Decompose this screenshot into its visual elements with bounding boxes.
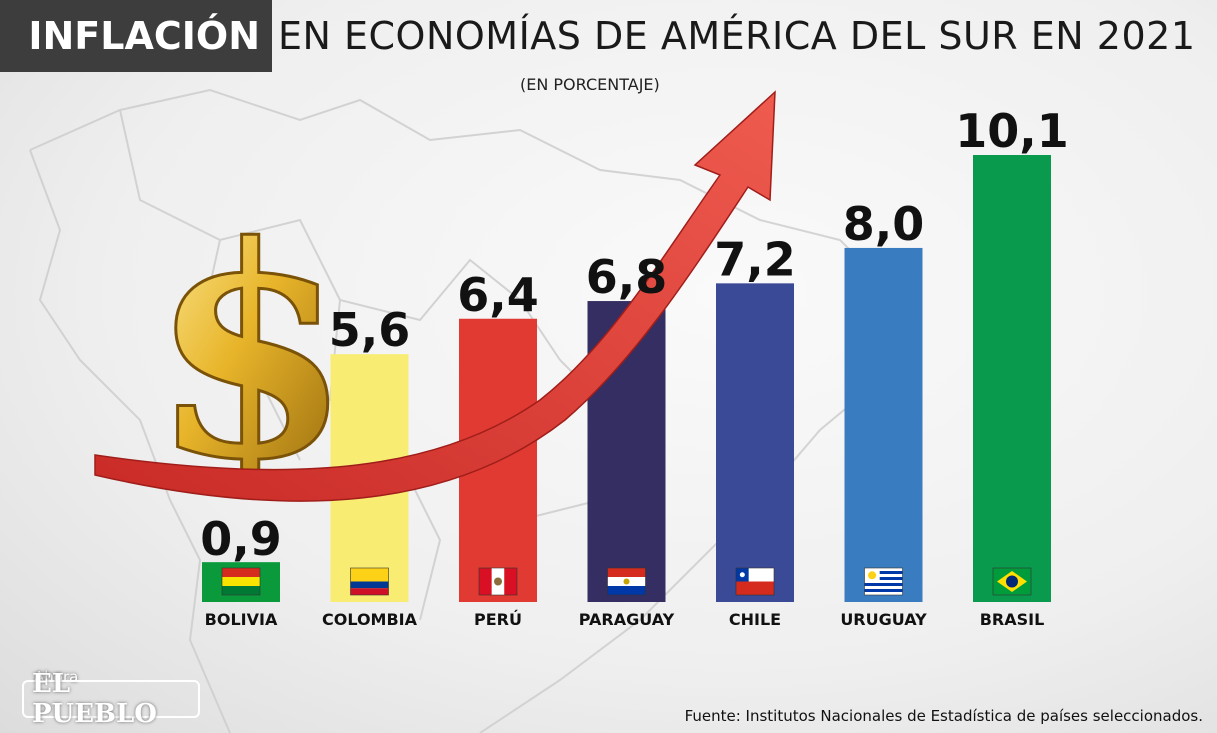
category-label-brasil: BRASIL	[980, 610, 1045, 629]
value-label-brasil: 10,1	[955, 104, 1069, 158]
source-note: Fuente: Institutos Nacionales de Estadís…	[684, 707, 1203, 725]
el-pueblo-logo: Ahora EL PUEBLO	[22, 668, 202, 729]
value-label-bolivia: 0,9	[200, 512, 282, 566]
category-label-peru: PERÚ	[474, 610, 522, 629]
category-label-paraguay: PARAGUAY	[579, 610, 675, 629]
value-label-colombia: 5,6	[329, 303, 411, 357]
bar-brasil	[973, 155, 1051, 602]
page-title: EN ECONOMÍAS DE AMÉRICA DEL SUR EN 2021	[278, 14, 1196, 58]
flag-chile-icon	[735, 567, 775, 596]
category-label-bolivia: BOLIVIA	[205, 610, 278, 629]
value-label-peru: 6,4	[457, 268, 539, 322]
flag-colombia-icon	[350, 567, 389, 596]
title-highlight: INFLACIÓN	[0, 0, 272, 72]
value-label-paraguay: 6,8	[586, 250, 668, 304]
chart-subtitle: (EN PORCENTAJE)	[520, 75, 660, 94]
rising-arrow-icon	[94, 90, 776, 502]
logo-main-text: EL PUEBLO	[22, 669, 200, 729]
value-label-uruguay: 8,0	[843, 197, 925, 251]
bar-chile	[716, 283, 794, 602]
flag-peru-icon	[478, 567, 518, 596]
category-label-uruguay: URUGUAY	[840, 610, 927, 629]
category-label-chile: CHILE	[729, 610, 781, 629]
value-label-chile: 7,2	[714, 232, 796, 286]
flag-bolivia-icon	[221, 567, 261, 596]
flag-paraguay-icon	[607, 567, 646, 596]
flag-brasil-icon	[992, 567, 1032, 596]
bar-uruguay	[844, 247, 923, 602]
flag-uruguay-icon	[864, 567, 903, 596]
category-label-colombia: COLOMBIA	[322, 610, 418, 629]
